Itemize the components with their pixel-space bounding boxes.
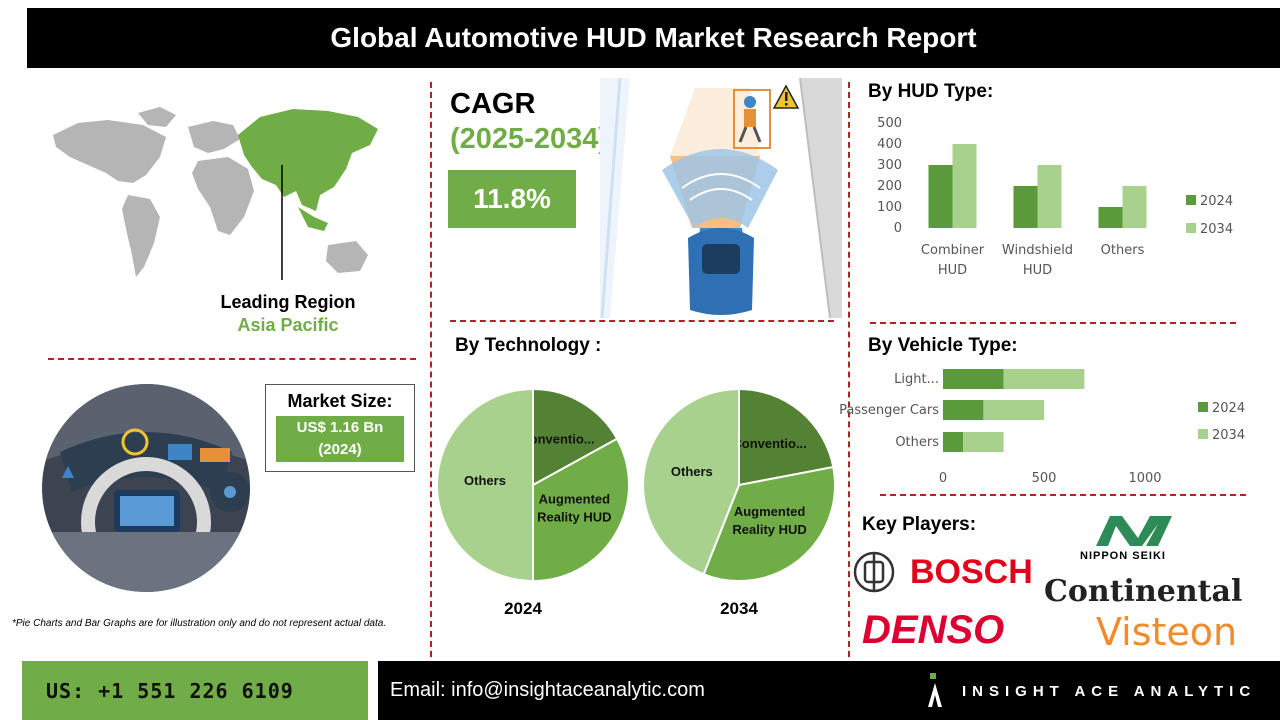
bar-2024 <box>1098 207 1123 228</box>
category-label: Passenger Cars <box>839 403 939 418</box>
pie-slice-label: Reality HUD <box>537 509 611 524</box>
vehicle-type-chart: Light... Passenger Cars Others 0 500 1000 2024… <box>839 369 1245 486</box>
category-label: Combiner <box>921 243 985 258</box>
bar-2034 <box>952 144 977 228</box>
insight-ace-logo-icon <box>928 673 942 707</box>
pie-slice-label: Conventio... <box>520 432 594 447</box>
logo-visteon: Visteon <box>1096 610 1238 654</box>
category-label: Windshield <box>1002 243 1073 258</box>
hud-type-chart: 0 100 200 300 400 500 Combiner HUD Windshield HUD… <box>877 116 1233 278</box>
x-tick-label: 500 <box>1032 471 1057 486</box>
region-label: Leading Region <box>220 292 356 312</box>
divider-region <box>48 358 416 360</box>
divider-players <box>880 494 1246 496</box>
pie-year-label: 2034 <box>720 599 758 618</box>
legend-label: 2034 <box>1212 428 1245 443</box>
key-players-title: Key Players: <box>862 514 977 535</box>
technology-pie-charts: Conventio... Augmented Reality HUD Others 20… <box>436 387 836 618</box>
footer-email: Email: info@insightaceanalytic.com <box>390 679 705 701</box>
pie-slice <box>738 387 835 487</box>
bosch-emblem-icon <box>853 551 895 593</box>
market-size-value-box: US$ 1.16 Bn (2024) <box>276 416 404 462</box>
legend-label: 2024 <box>1212 401 1245 416</box>
vehicle-type-title: By Vehicle Type: <box>868 335 1018 356</box>
hud-type-title: By HUD Type: <box>868 81 994 102</box>
bar-2024 <box>1013 186 1038 228</box>
pie-slice <box>436 387 534 583</box>
technology-title: By Technology : <box>455 335 602 356</box>
legend-swatch <box>1198 402 1208 412</box>
pie-slice-label: Augmented <box>539 491 611 506</box>
market-size-box: Market Size: US$ 1.16 Bn (2024) <box>265 384 415 472</box>
market-size-year: (2024) <box>318 441 362 458</box>
pie-slice-label: Others <box>464 473 506 488</box>
pie-slice-label: Reality HUD <box>732 522 806 537</box>
footer-phone: US: +1 551 226 6109 <box>22 661 368 720</box>
category-label: Light... <box>894 372 939 387</box>
pie-slice <box>532 387 619 487</box>
bar-2024 <box>943 432 964 452</box>
y-tick-label: 400 <box>877 137 902 152</box>
category-label: Others <box>1101 243 1145 258</box>
y-tick-label: 300 <box>877 158 902 173</box>
market-size-title: Market Size: <box>287 391 393 411</box>
y-tick-label: 100 <box>877 200 902 215</box>
legend-swatch <box>1186 223 1196 233</box>
x-tick-label: 1000 <box>1128 471 1161 486</box>
region-value: Asia Pacific <box>237 315 339 335</box>
legend-swatch <box>1186 195 1196 205</box>
category-label: HUD <box>1023 263 1052 278</box>
pie-slice-label: Augmented <box>734 504 806 519</box>
pie-year-label: 2024 <box>504 599 542 618</box>
pie-slice-label: Conventio... <box>732 436 806 451</box>
pie-slice <box>642 387 740 576</box>
footer-bar: Email: info@insightaceanalytic.com INSIG… <box>378 661 1280 720</box>
logo-denso: DENSO <box>862 608 1005 652</box>
bar-2034 <box>983 400 1044 420</box>
pie-slice-label: Others <box>671 464 713 479</box>
logo-bosch: BOSCH <box>910 553 1033 591</box>
disclaimer: *Pie Charts and Bar Graphs are for illus… <box>12 618 387 629</box>
y-tick-label: 0 <box>894 221 902 236</box>
world-map-icon <box>53 107 378 280</box>
bar-2034 <box>1122 186 1147 228</box>
footer-brand: INSIGHT ACE ANALYTIC <box>962 683 1257 700</box>
y-tick-label: 500 <box>877 116 902 131</box>
logo-continental: Continental <box>1044 574 1243 609</box>
x-tick-label: 0 <box>939 471 947 486</box>
legend-label: 2034 <box>1200 222 1233 237</box>
bar-2024 <box>943 369 1004 389</box>
logo-nippon-seiki: NIPPON SEIKI <box>1080 550 1166 562</box>
divider-left <box>430 82 432 657</box>
divider-vehicle <box>870 322 1236 324</box>
nippon-seiki-emblem-icon <box>1096 516 1172 546</box>
bar-2024 <box>928 165 953 228</box>
cagr-value: 11.8% <box>448 170 576 228</box>
legend-swatch <box>1198 429 1208 439</box>
divider-technology <box>450 320 834 322</box>
bar-2034 <box>1003 369 1085 389</box>
pie-slice <box>532 437 630 583</box>
divider-right <box>848 82 850 657</box>
legend-label: 2024 <box>1200 194 1233 209</box>
bar-2034 <box>1037 165 1062 228</box>
cagr-title: CAGR <box>450 88 536 120</box>
hud-dashboard-icon <box>42 384 250 592</box>
bar-2024 <box>943 400 984 420</box>
pie-slice <box>702 465 836 582</box>
pedestrian-warning-icon <box>772 84 800 109</box>
market-size-value: US$ 1.16 Bn <box>296 419 384 436</box>
y-tick-label: 200 <box>877 179 902 194</box>
bar-2034 <box>963 432 1004 452</box>
car-radar-icon <box>600 78 842 318</box>
category-label: HUD <box>938 263 967 278</box>
page-title: Global Automotive HUD Market Research Re… <box>27 8 1280 68</box>
cagr-years: (2025-2034) <box>450 123 608 155</box>
category-label: Others <box>895 435 939 450</box>
